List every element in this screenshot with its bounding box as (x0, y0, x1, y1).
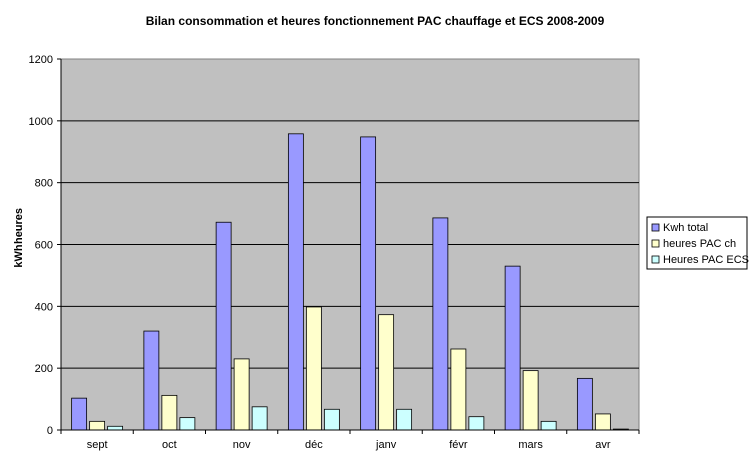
bar-heures-pac-ecs-nov (251, 406, 268, 431)
bar-kwh-total-oct (143, 330, 160, 431)
x-tick-labels: sept oct nov déc janv févr mars avr (87, 439, 611, 451)
bar-kwh-total-avr (576, 377, 593, 431)
chart-title: Bilan consommation et heures fonctionnem… (146, 14, 605, 28)
y-tick-label-200: 200 (35, 363, 53, 375)
bar-heures-pac-ecs-déc (323, 408, 340, 431)
bar-heures-pac-ch-janv (378, 314, 395, 431)
legend-swatch-2 (651, 255, 660, 264)
x-tick-label-oct: oct (162, 439, 177, 451)
axes (57, 58, 640, 434)
x-tick-label-déc: déc (305, 439, 323, 451)
y-tick-label-1200: 1200 (29, 54, 53, 66)
y-axis-label-heures: heures (13, 208, 25, 244)
y-tick-label-1000: 1000 (29, 116, 53, 128)
y-axis-label-kwh: kWh (13, 244, 25, 268)
bar-heures-pac-ecs-sept (107, 425, 124, 431)
x-tick-label-janv: janv (375, 439, 397, 451)
bar-kwh-total-janv (360, 136, 377, 431)
y-tick-label-800: 800 (35, 178, 53, 190)
bar-heures-pac-ecs-janv (396, 408, 413, 431)
y-tick-labels: 0 200 400 600 800 1000 1200 (29, 54, 53, 437)
legend-label-0: Kwh total (663, 222, 708, 234)
legend-swatch-0 (651, 223, 660, 232)
bar-heures-pac-ch-avr (594, 413, 611, 431)
bar-kwh-total-déc (287, 133, 304, 431)
bar-heures-pac-ecs-mars (540, 420, 557, 431)
legend: Kwh total heures PAC ch Heures PAC ECS (646, 216, 749, 270)
bar-kwh-total-mars (504, 265, 521, 431)
legend-items: Kwh total heures PAC ch Heures PAC ECS (651, 222, 749, 266)
bar-heures-pac-ecs-févr (468, 416, 485, 431)
bar-heures-pac-ch-févr (450, 348, 467, 431)
legend-label-1: heures PAC ch (663, 238, 736, 250)
bar-heures-pac-ch-sept (89, 420, 106, 431)
legend-box (646, 216, 748, 270)
legend-label-2: Heures PAC ECS (663, 254, 749, 266)
y-tick-label-400: 400 (35, 301, 53, 313)
x-tick-label-mars: mars (518, 439, 543, 451)
y-tick-label-600: 600 (35, 240, 53, 252)
bar-heures-pac-ch-nov (233, 358, 250, 431)
bar-heures-pac-ch-mars (522, 370, 539, 431)
bar-heures-pac-ch-oct (161, 394, 178, 431)
legend-swatch-1 (651, 239, 660, 248)
x-tick-label-avr: avr (595, 439, 611, 451)
bar-heures-pac-ecs-oct (179, 417, 196, 431)
x-tick-label-nov: nov (233, 439, 251, 451)
y-tick-label-0: 0 (47, 425, 53, 437)
bar-kwh-total-sept (71, 397, 88, 431)
bars (71, 133, 629, 431)
x-tick-label-févr: févr (449, 439, 468, 451)
y-axis-titles: kWh heures (13, 208, 25, 268)
bar-kwh-total-nov (215, 221, 232, 431)
bar-kwh-total-févr (432, 217, 449, 431)
x-tick-label-sept: sept (87, 439, 108, 451)
bar-heures-pac-ch-déc (305, 306, 322, 431)
